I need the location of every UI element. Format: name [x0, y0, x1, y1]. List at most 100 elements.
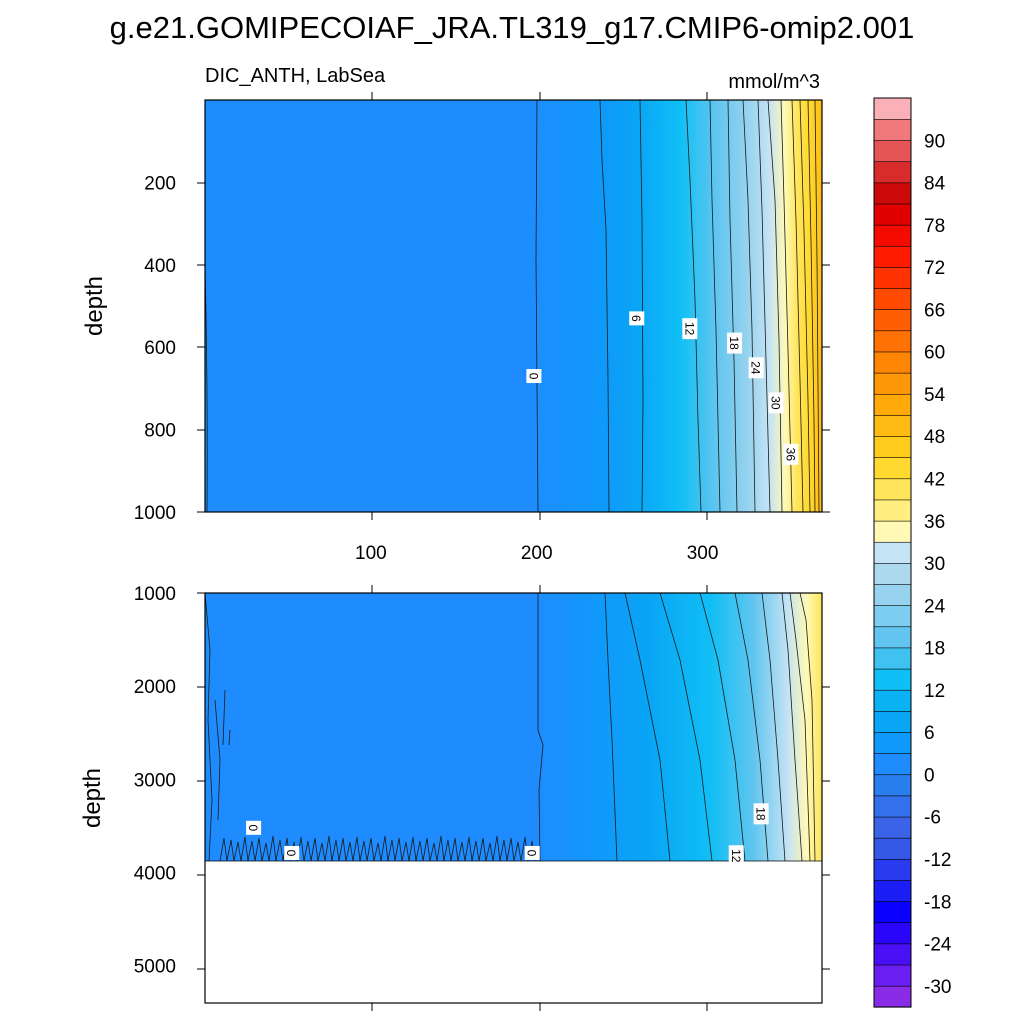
contour-line — [228, 729, 231, 746]
contour-line — [757, 99, 771, 513]
contour-line — [222, 689, 226, 746]
colorbar-swatch — [873, 97, 912, 120]
colorbar-tick-label: -6 — [924, 808, 941, 829]
contour-line — [214, 699, 221, 821]
contour-line — [781, 592, 803, 862]
contour-line — [761, 592, 786, 862]
contour-label: 0 — [526, 369, 542, 384]
colorbar-swatch — [873, 224, 912, 247]
colorbar-swatch — [873, 499, 912, 522]
x-tick-label: 100 — [355, 543, 387, 564]
colorbar-swatch — [873, 161, 912, 184]
colorbar-swatch — [873, 816, 912, 839]
colorbar-tick-label: 48 — [924, 427, 945, 448]
svg-text:24: 24 — [749, 361, 763, 375]
svg-text:0: 0 — [526, 373, 540, 380]
colorbar-swatch — [873, 837, 912, 860]
colorbar-swatch — [873, 520, 912, 543]
contour-line — [599, 99, 610, 513]
colorbar-swatch — [873, 795, 912, 818]
upper-axis-ticks — [197, 92, 830, 520]
x-tick-label: 200 — [521, 543, 553, 564]
colorbar-tick-label: 54 — [924, 385, 946, 406]
svg-text:12: 12 — [729, 849, 743, 863]
colorbar-swatch — [873, 245, 912, 268]
colorbar-swatch — [873, 372, 912, 395]
colorbar-tick-label: -24 — [924, 935, 952, 956]
svg-text:36: 36 — [783, 448, 797, 462]
colorbar-labels: -30 -24 -18 -12 -6 0 6 12 18 24 30 36 42 48 54 60 66 72 78… — [924, 131, 952, 998]
svg-text:0: 0 — [525, 850, 539, 857]
contour-label: 0 — [524, 845, 540, 860]
contour-line — [709, 99, 721, 513]
colorbar-swatch — [873, 753, 912, 776]
upper-plot-frame — [204, 99, 823, 513]
colorbar-swatch — [873, 626, 912, 649]
contour-line — [685, 99, 702, 513]
colorbar-swatch — [873, 901, 912, 924]
colorbar-swatch — [873, 139, 912, 163]
upper-panel-fill — [205, 100, 822, 512]
colorbar-swatch — [873, 266, 912, 289]
colorbar-tick-label: -30 — [924, 977, 951, 998]
contour-label: 36 — [783, 443, 799, 465]
lower-panel-fill — [205, 593, 822, 861]
colorbar-tick-label: -18 — [924, 892, 951, 913]
upper-y-tick-labels: 200 400 600 800 1000 — [134, 173, 176, 524]
colorbar-tick-label: 42 — [924, 470, 945, 491]
contour-label: 18 — [727, 332, 743, 354]
y-tick-label: 600 — [144, 338, 176, 359]
variable-region-label: DIC_ANTH, LabSea — [205, 65, 386, 87]
upper-contour-lines — [204, 99, 820, 513]
colorbar-tick-label: 60 — [924, 343, 945, 364]
contour-line — [639, 99, 644, 513]
colorbar-tick-label: 66 — [924, 300, 945, 321]
colorbar-tick-label: 6 — [924, 723, 935, 744]
colorbar-swatch — [873, 731, 912, 754]
colorbar-swatch — [873, 330, 912, 353]
svg-text:0: 0 — [284, 850, 298, 857]
contour-label: 0 — [246, 820, 262, 835]
colorbar — [873, 97, 912, 1008]
contour-label: 6 — [629, 311, 645, 326]
contour-line — [780, 99, 793, 513]
y-tick-label: 2000 — [134, 677, 176, 698]
units-label: mmol/m^3 — [728, 71, 820, 93]
colorbar-tick-label: 0 — [924, 765, 935, 786]
lower-contour-lines — [204, 592, 816, 862]
upper-contour-labels: 0 6 12 18 24 30 36 — [526, 311, 799, 465]
svg-text:12: 12 — [682, 322, 696, 336]
contour-line — [727, 99, 738, 513]
colorbar-swatch — [873, 541, 912, 564]
y-tick-label: 400 — [144, 256, 176, 277]
colorbar-tick-label: 24 — [924, 596, 946, 617]
colorbar-swatch — [873, 922, 912, 945]
colorbar-swatch — [873, 562, 912, 585]
colorbar-swatch — [873, 583, 912, 606]
colorbar-swatch — [873, 605, 912, 628]
colorbar-tick-label: 90 — [924, 131, 945, 152]
contour-line — [799, 592, 816, 862]
contour-line — [624, 592, 671, 862]
upper-panel — [204, 99, 823, 513]
colorbar-swatch — [873, 879, 912, 902]
colorbar-swatch — [873, 351, 912, 374]
colorbar-swatch — [873, 435, 912, 458]
contour-line — [204, 592, 213, 862]
y-tick-label: 5000 — [134, 957, 176, 978]
lower-y-tick-labels: 1000 2000 3000 4000 5000 — [134, 584, 176, 978]
contour-label: 30 — [768, 392, 784, 414]
contour-line — [204, 264, 208, 513]
svg-text:0: 0 — [246, 824, 260, 831]
lower-panel — [204, 592, 823, 1004]
colorbar-tick-label: 84 — [924, 174, 946, 195]
colorbar-swatch — [873, 964, 912, 987]
colorbar-swatch — [873, 182, 912, 205]
y-tick-label: 800 — [144, 421, 176, 442]
contour-label: 12 — [682, 318, 698, 340]
y-tick-label: 1000 — [134, 584, 176, 605]
colorbar-swatch — [873, 668, 912, 691]
colorbar-swatch — [873, 647, 912, 670]
contour-line — [699, 592, 746, 862]
